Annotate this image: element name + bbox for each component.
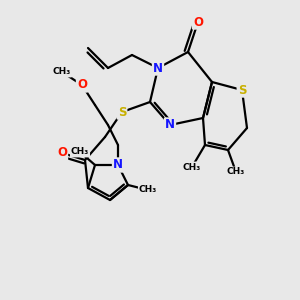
Text: N: N	[165, 118, 175, 131]
Text: CH₃: CH₃	[183, 163, 201, 172]
Text: N: N	[153, 61, 163, 74]
Text: N: N	[113, 158, 123, 172]
Text: S: S	[238, 83, 246, 97]
Text: O: O	[77, 79, 87, 92]
Text: O: O	[57, 146, 67, 160]
Text: CH₃: CH₃	[71, 148, 89, 157]
Text: S: S	[118, 106, 126, 118]
Text: CH₃: CH₃	[53, 68, 71, 76]
Text: O: O	[193, 16, 203, 28]
Text: CH₃: CH₃	[227, 167, 245, 176]
Text: CH₃: CH₃	[139, 185, 157, 194]
